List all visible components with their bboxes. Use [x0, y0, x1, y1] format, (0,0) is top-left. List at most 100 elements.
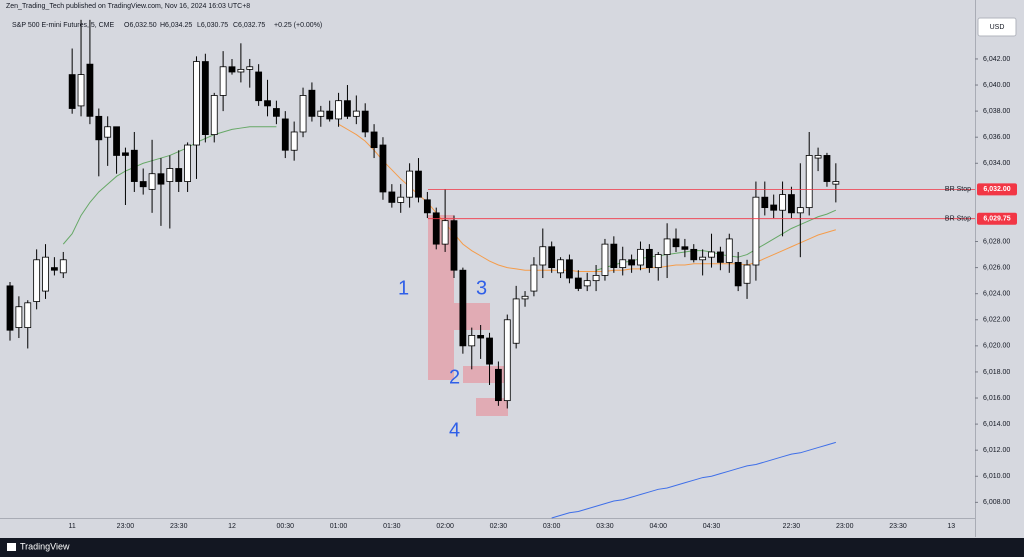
- x-tick-label: 04:00: [649, 523, 667, 530]
- brand-logo: [7, 543, 16, 551]
- legend-change: +0.25 (+0.00%): [274, 22, 322, 29]
- candle-body: [592, 275, 600, 282]
- y-tick-label: 6,040.00: [983, 82, 1010, 89]
- candle-body: [779, 194, 786, 211]
- candle-body: [184, 144, 192, 182]
- x-tick-label: 03:30: [596, 523, 614, 530]
- candle-body: [264, 100, 271, 107]
- candle-body: [175, 168, 183, 182]
- candle-body: [139, 181, 147, 188]
- candle-body: [566, 259, 573, 279]
- candle-body: [699, 256, 707, 261]
- candle-body: [246, 66, 254, 70]
- legend-low: L6,030.75: [197, 22, 228, 29]
- candle-body: [423, 199, 431, 214]
- candle-body: [752, 196, 760, 266]
- y-tick-label: 6,024.00: [983, 291, 1010, 298]
- currency[interactable]: USD: [990, 24, 1005, 31]
- candle-body: [717, 251, 724, 263]
- candle-body: [130, 149, 138, 182]
- y-tick-label: 6,020.00: [983, 343, 1010, 350]
- y-tick-label: 6,012.00: [983, 447, 1010, 454]
- candle-body: [601, 243, 609, 276]
- candle-body: [352, 110, 360, 117]
- candle-body: [761, 196, 769, 209]
- y-tick-label: 6,016.00: [983, 395, 1010, 402]
- candle-body: [335, 100, 342, 120]
- candle-body: [370, 131, 378, 149]
- x-tick-label: 03:00: [543, 523, 561, 530]
- annotation: 3: [476, 277, 487, 299]
- candle-body: [379, 144, 387, 193]
- x-tick-label: 02:00: [436, 523, 454, 530]
- x-tick-label: 11: [69, 523, 76, 530]
- candle-body: [33, 259, 41, 302]
- candle-body: [308, 89, 316, 117]
- candle-body: [397, 196, 405, 203]
- price-tag-label: 6,029.75: [983, 216, 1010, 223]
- candle-body: [477, 335, 485, 339]
- price-tag: [977, 183, 1017, 196]
- candle-body: [788, 194, 795, 214]
- candle-body: [415, 170, 422, 198]
- brand: TradingView: [20, 541, 70, 551]
- candle-body: [95, 115, 103, 141]
- candle-body: [823, 155, 831, 182]
- x-tick-label: 23:30: [889, 523, 907, 530]
- candle-body: [42, 256, 49, 292]
- y-tick-label: 6,028.00: [983, 238, 1010, 245]
- candle-body: [166, 168, 174, 182]
- candle-body: [441, 220, 449, 245]
- candle-body: [193, 61, 200, 146]
- candle-body: [15, 306, 23, 328]
- x-tick-label: 23:30: [170, 523, 188, 530]
- price-tag: [977, 212, 1017, 225]
- candle-body: [450, 220, 458, 271]
- candle-body: [690, 248, 698, 261]
- candle-body: [628, 259, 635, 266]
- candle-body: [228, 66, 236, 73]
- highlight-box: [428, 215, 454, 380]
- y-tick-label: 6,026.00: [983, 264, 1010, 271]
- x-tick-label: 13: [947, 523, 955, 530]
- y-tick-label: 6,022.00: [983, 317, 1010, 324]
- candle-body: [637, 248, 644, 266]
- candle-body: [157, 173, 165, 185]
- candle-body: [663, 238, 671, 255]
- candle-body: [219, 66, 227, 96]
- candle-body: [361, 110, 369, 133]
- currency-box[interactable]: [977, 17, 1017, 37]
- candle-body: [77, 74, 85, 107]
- candle-body: [743, 264, 751, 284]
- candle-body: [645, 248, 653, 269]
- candle-body: [24, 302, 32, 328]
- candle-body: [113, 126, 120, 156]
- candle-body: [281, 118, 289, 151]
- x-tick-label: 04:30: [703, 523, 721, 530]
- candle-body: [290, 131, 298, 151]
- candle-body: [583, 280, 591, 287]
- candle-body: [104, 126, 112, 138]
- candle-body: [708, 251, 715, 258]
- candle-body: [326, 110, 334, 120]
- annotation: 4: [449, 419, 460, 441]
- candle-body: [59, 259, 67, 274]
- candle-body: [548, 246, 556, 269]
- candle-body: [486, 337, 493, 365]
- candle-body: [388, 191, 396, 203]
- candle-body: [610, 243, 618, 269]
- candle-body: [406, 170, 414, 198]
- x-tick-label: 01:30: [383, 523, 401, 530]
- y-tick-label: 6,036.00: [983, 134, 1010, 141]
- candle-body: [832, 181, 840, 185]
- y-tick-label: 6,018.00: [983, 369, 1010, 376]
- candle-body: [68, 74, 76, 109]
- candle-body: [574, 277, 582, 289]
- x-tick-label: 00:30: [277, 523, 295, 530]
- candle-body: [619, 259, 627, 269]
- x-tick-label: 12: [228, 523, 236, 530]
- candle-body: [681, 246, 689, 250]
- candle-body: [805, 155, 813, 209]
